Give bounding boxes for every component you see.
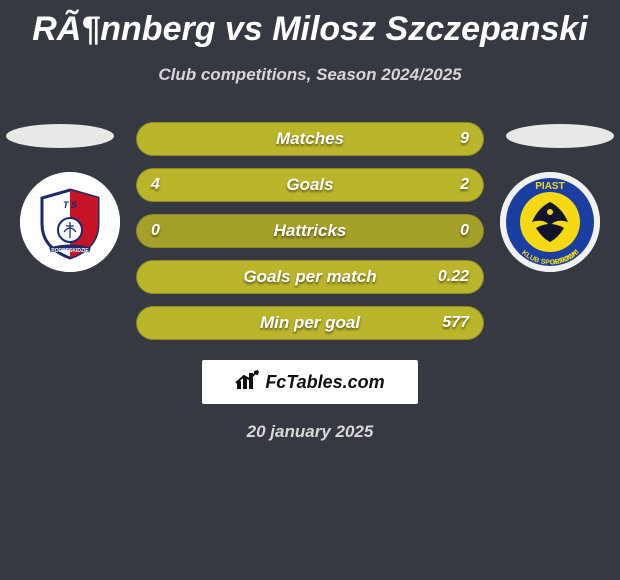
stat-value-right: 577 xyxy=(442,307,469,339)
player-right-oval xyxy=(506,124,614,148)
stat-label: Goals xyxy=(137,169,483,201)
svg-text:PIAST: PIAST xyxy=(535,181,564,192)
shield-icon: PIAST GLIWICKI KLUB SPORTOWY xyxy=(500,172,600,272)
page-title: RÃ¶nnberg vs Milosz Szczepanski xyxy=(0,0,620,49)
stat-row-min-per-goal: Min per goal 577 xyxy=(136,306,484,340)
player-left-oval xyxy=(6,124,114,148)
stat-row-matches: Matches 9 xyxy=(136,122,484,156)
stat-value-right: 9 xyxy=(460,123,469,155)
stat-value-right: 0 xyxy=(460,215,469,247)
report-date: 20 january 2025 xyxy=(0,422,620,442)
page-subtitle: Club competitions, Season 2024/2025 xyxy=(0,65,620,85)
stat-label: Hattricks xyxy=(137,215,483,247)
stat-label: Min per goal xyxy=(137,307,483,339)
stat-bars: Matches 9 4 Goals 2 0 Hattricks 0 Goals … xyxy=(136,122,484,352)
club-crest-right: PIAST GLIWICKI KLUB SPORTOWY xyxy=(500,172,600,272)
stat-value-right: 2 xyxy=(460,169,469,201)
svg-text:T S: T S xyxy=(63,200,77,210)
stat-row-goals: 4 Goals 2 xyxy=(136,168,484,202)
svg-text:PODBESKIDZIE: PODBESKIDZIE xyxy=(51,248,89,254)
club-crest-left: T S PODBESKIDZIE xyxy=(20,172,120,272)
brand-label: FcTables.com xyxy=(265,372,384,393)
brand-box[interactable]: FcTables.com xyxy=(202,360,418,404)
bar-chart-icon xyxy=(235,369,261,396)
stat-value-right: 0.22 xyxy=(438,261,469,293)
shield-icon: T S PODBESKIDZIE xyxy=(20,172,120,272)
stat-label: Goals per match xyxy=(137,261,483,293)
stat-row-goals-per-match: Goals per match 0.22 xyxy=(136,260,484,294)
stat-row-hattricks: 0 Hattricks 0 xyxy=(136,214,484,248)
stat-label: Matches xyxy=(137,123,483,155)
